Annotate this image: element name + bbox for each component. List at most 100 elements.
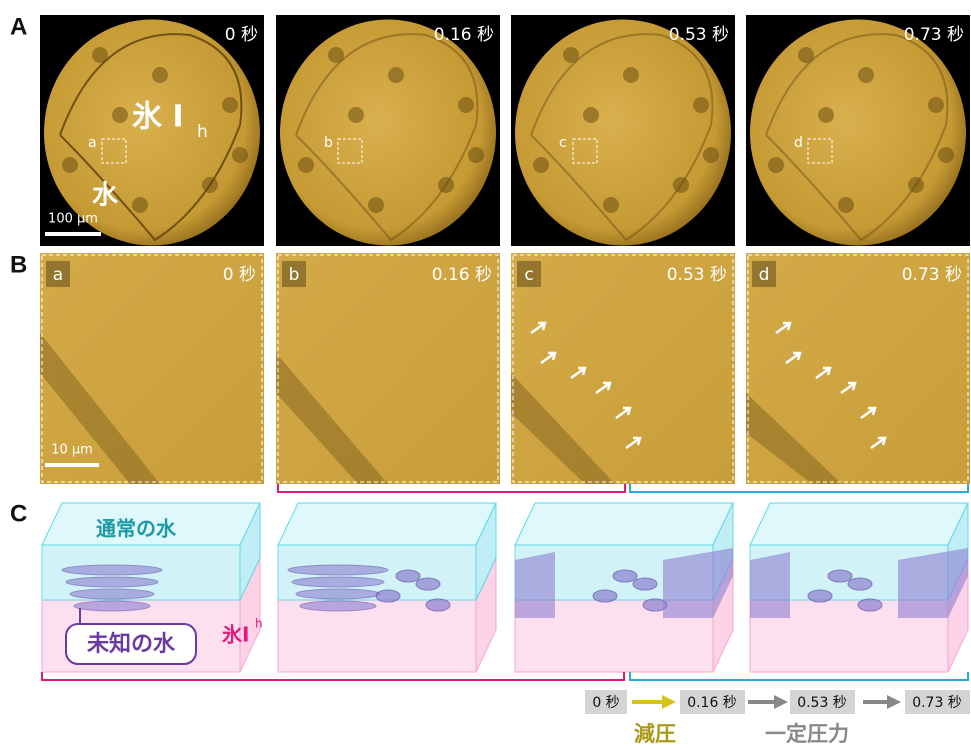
panel-letter: a xyxy=(53,265,63,285)
zoom-border xyxy=(512,254,734,483)
bracket xyxy=(629,672,969,681)
spot xyxy=(798,47,814,63)
ice-boundary xyxy=(59,33,243,242)
time-box xyxy=(585,690,627,714)
water-top xyxy=(277,502,497,546)
spot xyxy=(438,177,454,193)
ice-boundary xyxy=(295,33,479,242)
spot xyxy=(458,97,474,113)
zoom-border xyxy=(41,254,263,483)
time: 0.53 秒 xyxy=(667,265,727,285)
panel-label: B xyxy=(10,251,27,278)
spot xyxy=(908,177,924,193)
inset-box xyxy=(337,138,363,164)
spot xyxy=(328,47,344,63)
arrow xyxy=(570,366,587,380)
interface-stripe xyxy=(40,333,160,484)
unknown-water-finger xyxy=(73,600,151,612)
water-top xyxy=(514,502,734,546)
sample-disc xyxy=(280,19,496,246)
droplet xyxy=(857,598,883,612)
time: 0 秒 xyxy=(223,265,256,285)
unknown-layer xyxy=(663,548,733,618)
panel-label: C xyxy=(10,500,27,527)
zoom-border xyxy=(277,254,499,483)
droplet xyxy=(415,577,441,591)
ice-subscript: h xyxy=(197,122,208,142)
time-box xyxy=(680,690,745,714)
unknown-layer xyxy=(750,552,790,618)
spot xyxy=(533,157,549,173)
zoom-image xyxy=(40,253,264,484)
time: 0.16 秒 xyxy=(432,265,492,285)
letter-box xyxy=(752,261,776,287)
arrow xyxy=(595,381,612,395)
arrow xyxy=(530,321,547,335)
interface-stripe xyxy=(746,393,842,484)
inset-box xyxy=(101,138,127,164)
droplet xyxy=(425,598,451,612)
arrow xyxy=(540,351,557,365)
ice-boundary xyxy=(765,33,949,242)
ice-label: 氷 I xyxy=(132,100,184,135)
arrow xyxy=(775,321,792,335)
spot xyxy=(768,157,784,173)
spot xyxy=(623,67,639,83)
spot xyxy=(348,107,364,123)
sample-disc xyxy=(750,19,966,246)
arrow xyxy=(840,381,857,395)
spot xyxy=(928,97,944,113)
arrow xyxy=(785,351,802,365)
unknown-layer xyxy=(898,548,968,618)
spot xyxy=(92,47,108,63)
droplet xyxy=(375,589,401,603)
time: 0.16 秒 xyxy=(434,25,494,45)
unknown-water-finger xyxy=(61,564,163,576)
scale-label: 10 μm xyxy=(51,443,93,458)
time: 0.53 秒 xyxy=(669,25,729,45)
interface-stripe xyxy=(511,373,615,484)
droplet xyxy=(807,589,833,603)
letter-box xyxy=(46,261,70,287)
unknown-water-finger xyxy=(291,576,385,588)
spot xyxy=(693,97,709,113)
arrow xyxy=(615,406,632,420)
spot xyxy=(938,147,954,163)
spot xyxy=(818,107,834,123)
zoom-image xyxy=(276,253,500,484)
unknown-water-finger xyxy=(69,588,155,600)
time-box xyxy=(905,690,970,714)
decompression-label: 減圧 xyxy=(634,722,676,746)
spot xyxy=(858,67,874,83)
bracket xyxy=(629,484,969,493)
inset-letter: a xyxy=(88,135,97,151)
time: 0 秒 xyxy=(592,695,619,711)
time: 0.16 秒 xyxy=(687,695,737,711)
inset-letter: c xyxy=(559,135,567,151)
unknown-water-label: 未知の水 xyxy=(87,631,176,657)
droplet xyxy=(592,589,618,603)
callout-box xyxy=(65,623,197,665)
spot xyxy=(603,197,619,213)
ice-subscript: h xyxy=(255,617,263,631)
spot xyxy=(152,67,168,83)
zoom-image xyxy=(746,253,970,484)
droplet xyxy=(847,577,873,591)
inset-letter: b xyxy=(324,135,333,151)
sample-disc xyxy=(515,19,731,246)
ice-front xyxy=(277,599,477,673)
unknown-layer xyxy=(515,552,555,618)
inset-box xyxy=(572,138,598,164)
droplet xyxy=(632,577,658,591)
bracket xyxy=(41,672,625,681)
time: 0.53 秒 xyxy=(797,695,847,711)
inset-box xyxy=(807,138,833,164)
panel-letter: c xyxy=(524,265,533,285)
interface-stripe xyxy=(276,353,388,484)
droplet xyxy=(612,569,638,583)
time-box xyxy=(790,690,855,714)
unknown-water-finger xyxy=(65,576,159,588)
ice-boundary xyxy=(530,33,714,242)
timeline: 0 秒 0.16 秒 0.53 秒 0.73 秒 減圧 一定圧力 xyxy=(585,690,970,746)
